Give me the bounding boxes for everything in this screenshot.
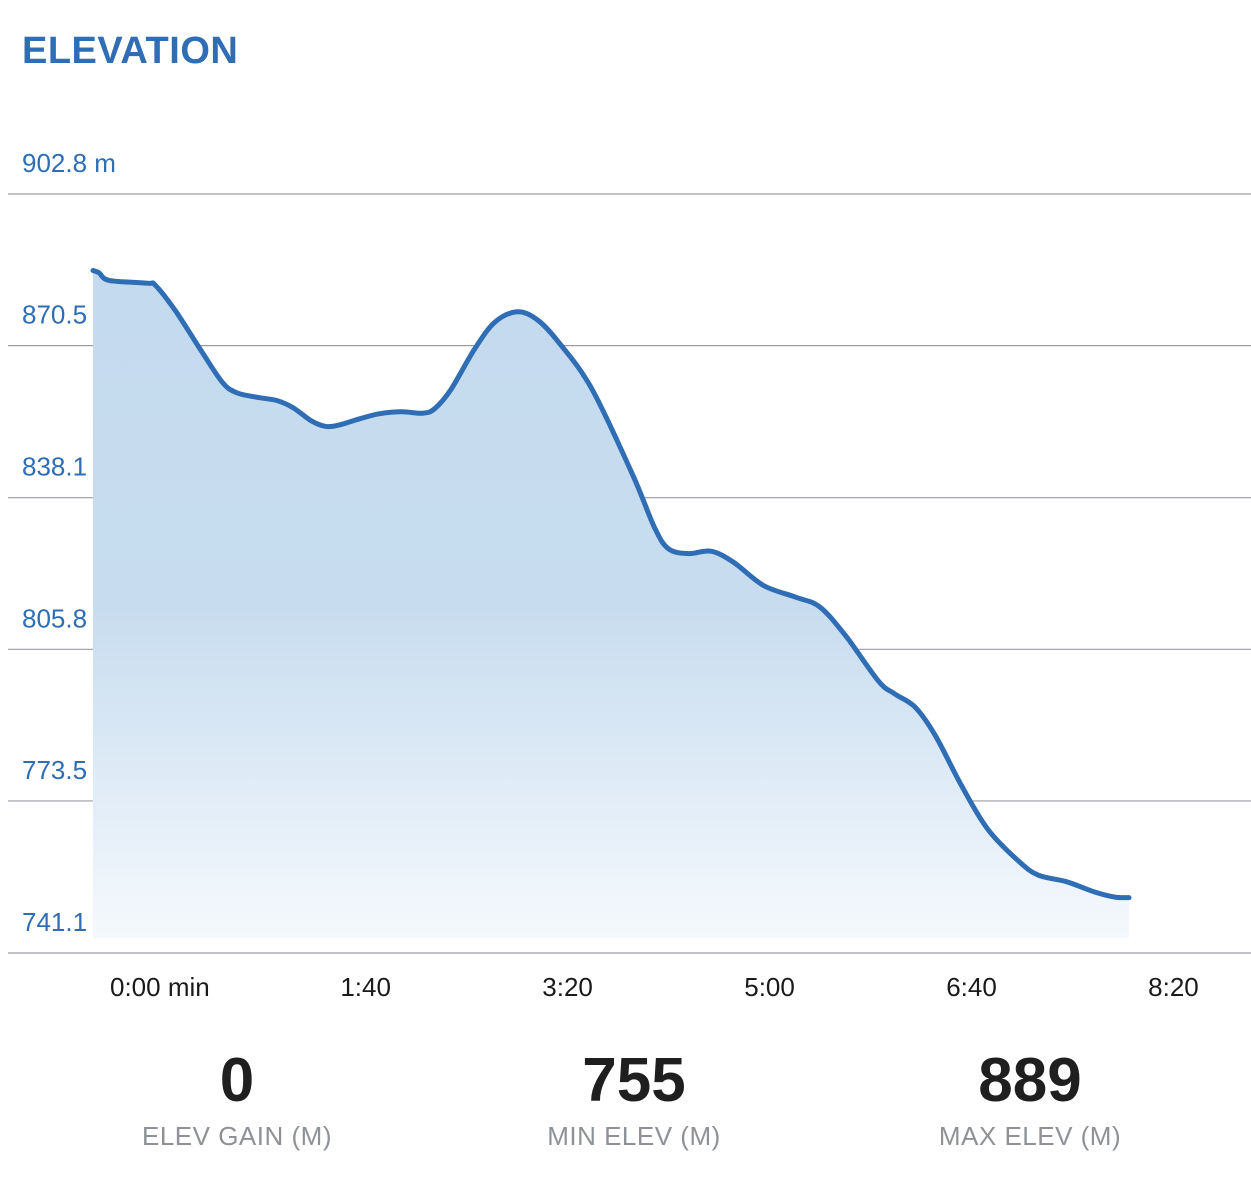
stat-value: 889	[978, 1046, 1082, 1115]
y-tick-label: 741.1	[22, 907, 87, 937]
stats-row: 0 ELEV GAIN (M) 755 MIN ELEV (M) 889 MAX…	[0, 1045, 1251, 1165]
stat-min-elev: 755 MIN ELEV (M)	[484, 1045, 784, 1153]
elevation-area	[93, 270, 1129, 938]
elevation-line	[90, 268, 1132, 901]
y-tick-label: 838.1	[22, 452, 87, 482]
stat-elev-gain: 0 ELEV GAIN (M)	[87, 1045, 387, 1153]
elevation-chart: 902.8 m 870.5 838.1 805.8 773.5 741.1 0:00 mi…	[8, 148, 1251, 1002]
stat-value: 755	[582, 1046, 686, 1115]
x-tick-label: 8:20	[1148, 972, 1199, 1002]
chart-title: ELEVATION	[22, 30, 239, 72]
x-tick-label: 0:00 min	[110, 972, 210, 1002]
x-tick-label: 6:40	[946, 972, 997, 1002]
y-tick-label: 870.5	[22, 300, 87, 330]
stat-label: MIN ELEV (M)	[547, 1121, 721, 1151]
stat-value: 0	[219, 1046, 255, 1115]
stat-label: ELEV GAIN (M)	[142, 1121, 332, 1151]
y-tick-label: 902.8 m	[22, 148, 116, 178]
stat-label: MAX ELEV (M)	[938, 1121, 1122, 1151]
x-tick-label: 3:20	[542, 972, 593, 1002]
y-tick-label: 773.5	[22, 755, 87, 785]
stat-max-elev: 889 MAX ELEV (M)	[880, 1045, 1180, 1153]
x-tick-label: 1:40	[340, 972, 391, 1002]
y-tick-label: 805.8	[22, 603, 87, 633]
x-tick-label: 5:00	[744, 972, 795, 1002]
